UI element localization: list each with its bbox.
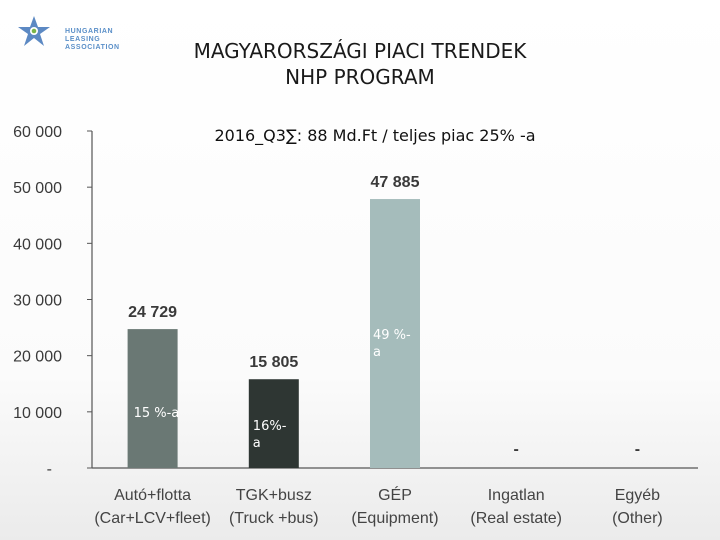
- x-category-label: (Truck +bus): [229, 510, 319, 527]
- x-category-label: TGK+busz: [236, 487, 312, 504]
- page-title: MAGYARORSZÁGI PIACI TRENDEK NHP PROGRAM: [0, 38, 720, 90]
- x-category-label: (Equipment): [351, 510, 438, 527]
- bar-share-label: 15 %-a: [133, 406, 180, 421]
- bar-value-label: -: [514, 441, 519, 458]
- title-line-1: MAGYARORSZÁGI PIACI TRENDEK: [193, 39, 527, 63]
- x-category-label: (Other): [612, 510, 663, 527]
- logo-line-3: ASSOCIATION: [65, 44, 120, 51]
- bar-value-label: 47 885: [371, 174, 420, 191]
- y-tick-label: 50 000: [13, 180, 62, 197]
- bar: [248, 379, 299, 468]
- logo-text: HUNGARIAN LEASING ASSOCIATION: [65, 28, 120, 52]
- bar-value-label: 15 805: [249, 354, 298, 371]
- x-category-label: Autó+flotta: [114, 487, 191, 504]
- x-category-label: (Car+LCV+fleet): [94, 510, 211, 527]
- y-tick-label: 30 000: [13, 293, 62, 310]
- y-tick-label: -: [47, 461, 52, 478]
- y-tick-label: 60 000: [13, 124, 62, 141]
- x-category-label: GÉP: [378, 485, 412, 504]
- bar-value-label: 24 729: [128, 304, 177, 321]
- logo-line-2: LEASING: [65, 36, 101, 43]
- x-category-label: Egyéb: [615, 487, 660, 504]
- y-tick-label: 10 000: [13, 405, 62, 422]
- bar-value-label: -: [635, 441, 640, 458]
- bar-share-label: 49 %- a: [373, 328, 411, 360]
- x-category-label: Ingatlan: [488, 487, 545, 504]
- title-line-2: NHP PROGRAM: [285, 65, 435, 89]
- star-logo-icon: [18, 16, 50, 46]
- bar: [127, 329, 178, 468]
- x-category-label: (Real estate): [470, 510, 562, 527]
- bar-share-label: 16%- a: [252, 419, 287, 451]
- y-tick-label: 20 000: [13, 349, 62, 366]
- association-logo: HUNGARIAN LEASING ASSOCIATION: [12, 12, 122, 52]
- logo-line-1: HUNGARIAN: [65, 28, 114, 35]
- chart-title: 2016_Q3∑: 88 Md.Ft / teljes piac 25% -a: [214, 126, 536, 145]
- bar: [370, 199, 420, 469]
- y-tick-label: 40 000: [13, 236, 62, 253]
